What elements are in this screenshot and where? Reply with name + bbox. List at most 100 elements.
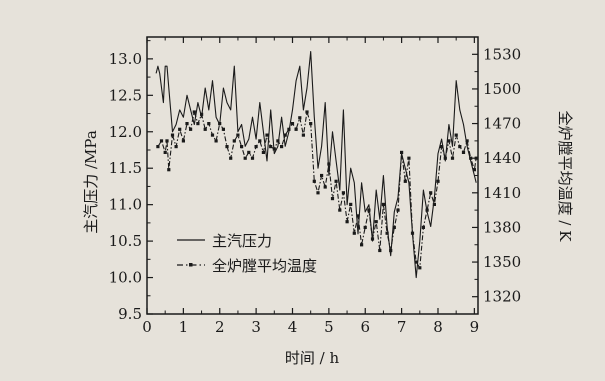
temperature-point [363, 225, 367, 229]
x-tick-label: 6 [360, 318, 370, 336]
y-right-axis-title: 全炉膛平均温度 / K [556, 111, 574, 243]
temperature-point [240, 145, 244, 149]
series-line-temperature [157, 111, 477, 269]
temperature-point [181, 139, 185, 143]
temperature-point [436, 179, 440, 183]
temperature-point [298, 116, 302, 120]
x-tick-label: 7 [397, 318, 407, 336]
temperature-point [403, 179, 407, 183]
temperature-point [305, 110, 309, 114]
temperature-point [341, 191, 345, 195]
y-left-tick-label: 11.5 [109, 159, 142, 177]
y-left-tick-label: 10.5 [109, 232, 142, 250]
temperature-point [200, 112, 204, 116]
temperature-point [174, 145, 178, 149]
temperature-point [243, 156, 247, 160]
temperature-point [360, 243, 364, 247]
temperature-point [429, 191, 433, 195]
temperature-point [301, 133, 305, 137]
temperature-point [385, 231, 389, 235]
temperature-point [250, 156, 255, 160]
temperature-point [392, 225, 396, 229]
temperature-point [400, 150, 404, 154]
temperature-point [165, 139, 169, 143]
temperature-point [469, 156, 473, 160]
temperature-point [254, 145, 258, 149]
temperature-point [381, 202, 385, 206]
temperature-point [320, 173, 324, 178]
temperature-point [349, 202, 353, 206]
temperature-point [280, 145, 284, 149]
temperature-point [189, 127, 193, 131]
temperature-point [265, 133, 269, 137]
temperature-point [356, 214, 360, 218]
temperature-point [312, 179, 316, 183]
temperature-point [338, 208, 342, 212]
temperature-point [465, 139, 469, 143]
temperature-point [221, 127, 225, 131]
temperature-point [178, 127, 182, 131]
series-layer [155, 51, 478, 279]
x-axis-ticks: 0 1 2 3 4 5 6 7 8 9 [142, 37, 479, 336]
legend: 主汽压力 全炉膛平均温度 [177, 232, 317, 275]
temperature-point [454, 133, 458, 137]
temperature-point [258, 139, 262, 143]
temperature-point [421, 225, 425, 229]
temperature-point [407, 156, 411, 160]
temperature-point [447, 139, 451, 143]
temperature-point [450, 156, 455, 160]
temperature-point [287, 127, 291, 131]
temperature-point [425, 208, 429, 212]
temperature-point [218, 122, 222, 126]
y-right-tick-label: 1410 [483, 184, 521, 202]
temperature-point [474, 156, 478, 160]
temperature-point [210, 133, 215, 137]
temperature-point [327, 162, 331, 166]
temperature-point [352, 231, 356, 235]
temperature-point [472, 168, 476, 172]
temperature-point [334, 179, 338, 183]
legend-label-pressure: 主汽压力 [212, 232, 272, 250]
temperature-point [443, 156, 447, 160]
y-right-tick-label: 1440 [483, 149, 521, 167]
temperature-point [214, 139, 218, 143]
temperature-point [414, 260, 418, 264]
temperature-point [159, 139, 164, 143]
x-tick-label: 2 [215, 318, 225, 336]
legend-label-temperature: 全炉膛平均温度 [212, 257, 317, 275]
series-line-pressure [155, 51, 477, 279]
temperature-point [232, 139, 236, 143]
temperature-point [345, 220, 349, 224]
temperature-point [156, 145, 160, 149]
x-tick-label: 9 [470, 318, 480, 336]
temperature-point [316, 191, 320, 195]
temperature-point [290, 122, 295, 126]
x-tick-label: 3 [251, 318, 261, 336]
x-tick-label: 1 [179, 318, 189, 336]
y-left-axis-title: 主汽压力 /MPa [82, 130, 100, 234]
temperature-point [203, 127, 207, 131]
temperature-point [170, 133, 175, 137]
y-right-tick-label: 1380 [483, 218, 521, 236]
temperature-point [378, 248, 382, 253]
temperature-point [370, 237, 375, 241]
temperature-point [236, 133, 240, 137]
x-tick-label: 5 [324, 318, 334, 336]
temperature-point [396, 208, 400, 212]
temperature-point [229, 156, 233, 160]
temperature-point [163, 150, 167, 154]
y-right-axis-ticks: 1320 1350 1380 1410 1440 1470 1500 1530 [472, 45, 521, 306]
temperature-point [440, 145, 444, 149]
x-axis-title: 时间 / h [285, 349, 340, 367]
y-right-tick-label: 1350 [483, 253, 521, 271]
y-left-tick-label: 11.0 [109, 196, 142, 214]
temperature-point [192, 110, 196, 114]
temperature-point [461, 150, 466, 154]
y-right-tick-label: 1320 [483, 288, 521, 306]
temperature-point [410, 231, 415, 235]
y-right-tick-label: 1500 [483, 80, 521, 98]
y-right-tick-label: 1530 [483, 45, 521, 63]
temperature-point [432, 202, 436, 206]
legend-marker-temperature [189, 263, 193, 267]
